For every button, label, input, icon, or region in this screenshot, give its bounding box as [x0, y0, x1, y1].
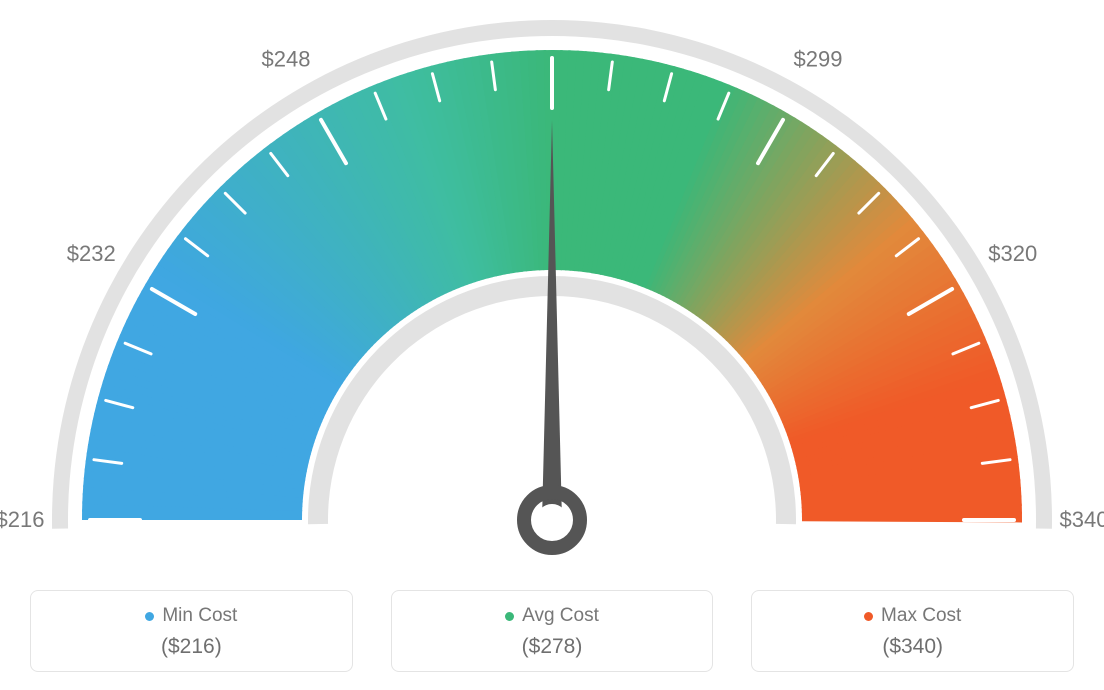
dot-icon [145, 612, 154, 621]
legend-card-min: Min Cost ($216) [30, 590, 353, 672]
gauge-tick-label: $299 [794, 46, 843, 71]
dot-icon [505, 612, 514, 621]
legend-label-max: Max Cost [881, 605, 961, 627]
gauge-tick-label: $216 [0, 507, 44, 532]
gauge-tick-label: $248 [262, 46, 311, 71]
gauge-tick-label: $340 [1060, 507, 1104, 532]
gauge-needle-hub-inner [536, 504, 568, 536]
dot-icon [864, 612, 873, 621]
gauge-tick-label: $232 [67, 241, 116, 266]
legend-value-min: ($216) [41, 635, 342, 659]
gauge-tick-label: $320 [988, 241, 1037, 266]
legend-row: Min Cost ($216) Avg Cost ($278) Max Cost… [0, 590, 1104, 672]
gauge-svg: $216$232$248$278$299$320$340 [0, 0, 1104, 560]
legend-value-avg: ($278) [402, 635, 703, 659]
legend-label-avg: Avg Cost [522, 605, 599, 627]
legend-title-min: Min Cost [145, 605, 237, 627]
legend-title-max: Max Cost [864, 605, 961, 627]
legend-title-avg: Avg Cost [505, 605, 599, 627]
legend-value-max: ($340) [762, 635, 1063, 659]
legend-card-avg: Avg Cost ($278) [391, 590, 714, 672]
legend-label-min: Min Cost [162, 605, 237, 627]
cost-gauge-chart: $216$232$248$278$299$320$340 [0, 0, 1104, 560]
legend-card-max: Max Cost ($340) [751, 590, 1074, 672]
